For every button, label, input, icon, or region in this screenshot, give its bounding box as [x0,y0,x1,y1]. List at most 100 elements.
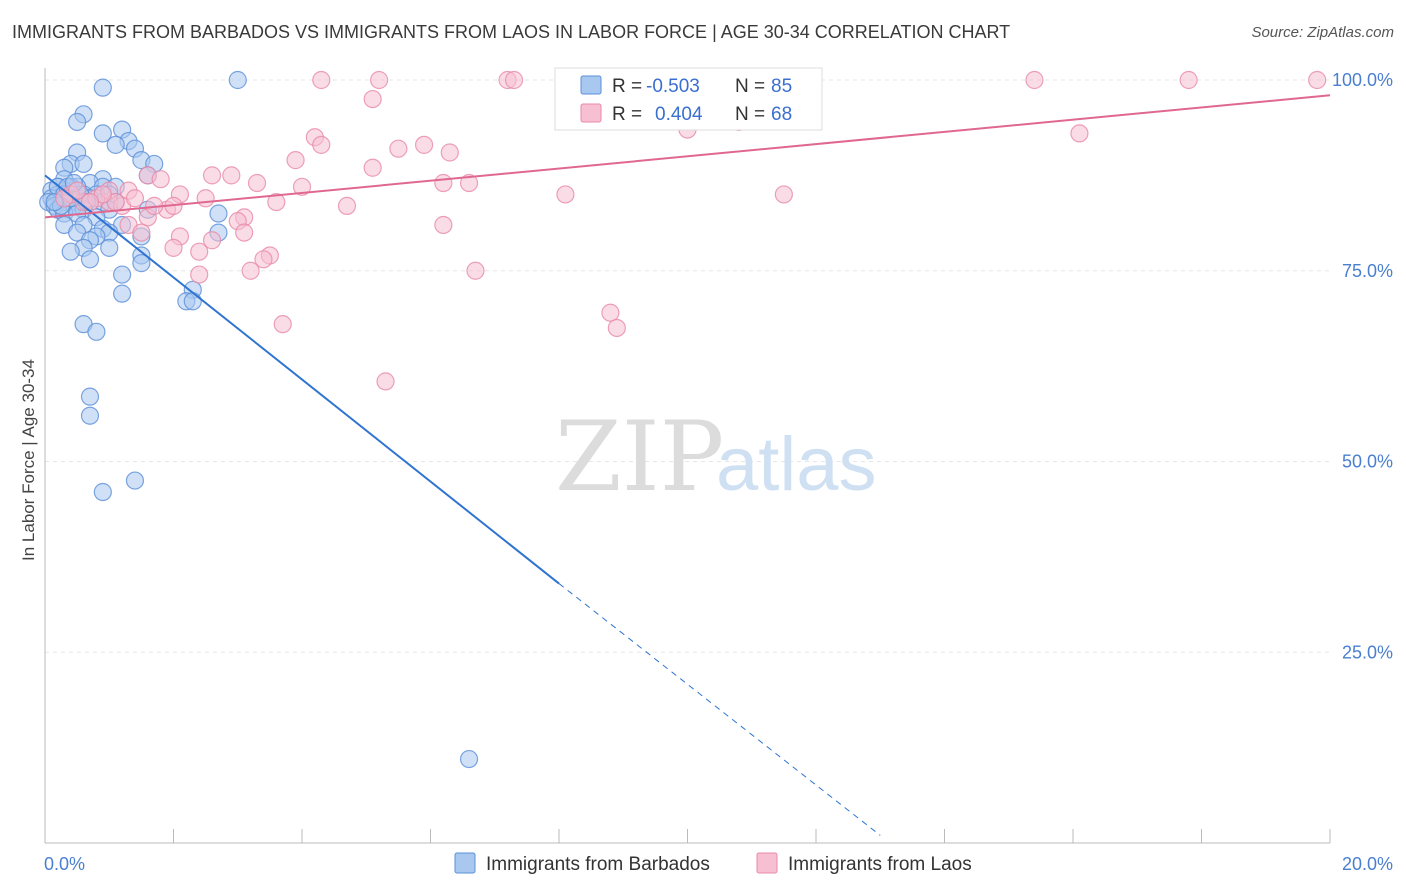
point-barbados-73 [93,482,112,502]
y-tick-label-2: 75.0% [1342,261,1393,281]
point-laos-50 [241,261,260,280]
legend-laos-swatch [580,103,602,123]
point-laos-30 [196,189,215,208]
point-barbados-1 [228,70,247,90]
point-laos-0 [312,70,331,90]
trend-line-barbados-extension [558,583,881,836]
legend-laos-n-value: 68 [771,104,792,125]
bottom-legend-barbados-swatch [454,852,476,874]
watermark-zip: ZIP [555,401,724,513]
legend-laos-r-value: 0.404 [655,104,703,125]
legend-barbados-r-label: R = [612,76,642,97]
point-barbados-60 [61,242,80,261]
point-laos-15 [440,143,459,162]
point-barbados-7 [106,135,125,154]
point-laos-14 [414,135,434,154]
y-axis-label: In Labor Force | Age 30-34 [19,359,38,561]
point-laos-4 [1025,70,1044,90]
legend-barbados-swatch [580,75,602,95]
point-laos-26 [556,185,575,204]
point-barbados-72 [80,406,100,425]
legend-barbados-n-label: N = [735,76,765,97]
legend-barbados-r-value: -0.503 [646,76,700,97]
point-laos-55 [273,315,292,334]
point-laos-16 [286,151,305,170]
point-barbados-68 [183,292,202,311]
point-laos-44 [202,231,222,250]
point-laos-21 [222,166,241,185]
point-laos-46 [164,238,183,257]
bottom-legend-laos-swatch [756,852,778,874]
point-barbados-62 [80,250,100,269]
point-barbados-63 [132,254,151,273]
point-barbados-4 [93,124,112,143]
point-laos-32 [337,196,357,215]
y-tick-label-1: 50.0% [1342,452,1393,472]
point-laos-22 [247,173,267,193]
x-tick-label-1: 20.0% [1342,854,1393,874]
chart-title: IMMIGRANTS FROM BARBADOS VS IMMIGRANTS F… [12,22,1011,42]
x-tick-label-0: 0.0% [44,854,85,874]
point-laos-54 [607,318,626,338]
point-laos-67 [80,192,100,212]
point-laos-64 [125,189,145,208]
point-barbados-64 [112,265,132,284]
point-laos-25 [459,173,479,193]
point-laos-47 [190,242,209,261]
point-laos-13 [389,139,408,158]
point-barbados-13 [74,154,93,174]
point-laos-56 [376,372,395,391]
point-barbados-74 [125,471,145,490]
point-laos-3 [504,70,524,90]
point-barbados-0 [93,78,112,97]
trend-line-barbados [44,174,560,585]
point-laos-10 [1070,124,1089,143]
point-laos-23 [292,177,312,196]
point-laos-5 [1179,70,1198,90]
point-laos-42 [132,223,151,242]
source-label: Source: ZipAtlas.com [1251,24,1394,41]
point-barbados-70 [87,322,106,341]
point-laos-1 [370,70,389,90]
watermark: ZIP atlas [555,401,877,513]
point-laos-24 [434,173,453,193]
trend-line-laos [44,94,1331,219]
point-laos-49 [254,250,273,269]
bottom-legend: Immigrants from Barbados Immigrants from… [454,852,972,875]
legend-barbados-n-value: 85 [771,76,792,97]
point-laos-20 [202,166,222,185]
point-barbados-47 [209,204,228,223]
point-barbados-3 [68,112,87,132]
bottom-legend-laos-label: Immigrants from Laos [788,854,972,875]
x-tick-labels: 0.0% 20.0% [44,854,1393,874]
trend-lines [44,94,1331,836]
y-tick-label-3: 100.0% [1332,70,1393,90]
point-barbados-66 [112,284,132,303]
point-laos-45 [235,223,254,242]
point-laos-17 [363,158,382,177]
point-laos-19 [151,170,170,189]
y-tick-label-0: 25.0% [1342,642,1393,662]
point-laos-41 [434,215,453,235]
point-laos-7 [363,89,382,109]
point-barbados-59 [100,238,119,257]
stats-legend: R = -0.503 N = 85 R = 0.404 N = 68 [554,67,823,131]
point-laos-63 [68,181,87,200]
point-laos-52 [466,261,485,280]
point-laos-53 [601,303,620,322]
series-laos-points [55,70,1327,391]
point-laos-12 [312,135,331,154]
bottom-legend-barbados-label: Immigrants from Barbados [486,854,710,875]
point-laos-51 [190,265,209,284]
point-laos-31 [267,192,286,212]
watermark-atlas: atlas [716,422,877,507]
point-laos-27 [774,185,793,204]
grid-lines [45,79,1330,653]
legend-laos-r-label: R = [612,104,642,125]
point-laos-6 [1308,70,1327,90]
legend-laos-n-label: N = [735,104,765,125]
y-tick-labels: 25.0% 50.0% 75.0% 100.0% [1332,70,1393,662]
point-barbados-71 [80,387,100,406]
point-barbados-75 [459,749,479,769]
